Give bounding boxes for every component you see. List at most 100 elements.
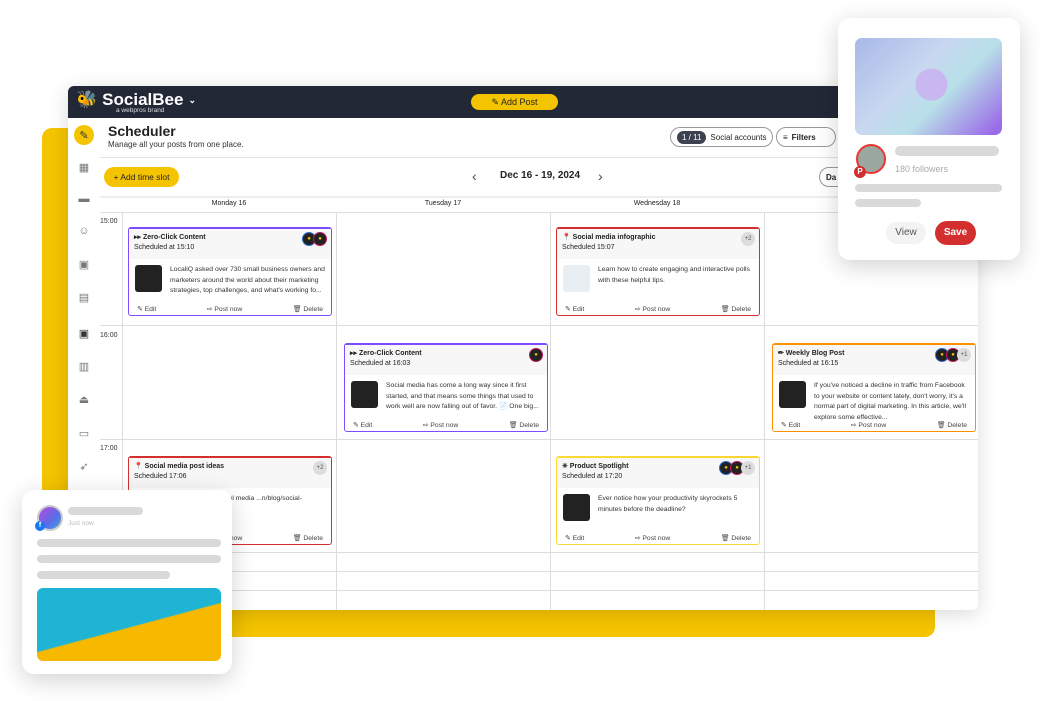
bee-icon: 🐝 [76,90,98,109]
facebook-icon: f [35,521,45,531]
social-accounts-button[interactable]: 1 / 11 Social accounts [670,127,774,147]
next-week-button[interactable]: › [598,168,603,184]
post-category: ✏ Weekly Blog Post [778,350,845,357]
post-category: ✳ Product Spotlight [562,463,629,470]
grid-line [100,439,978,440]
dashboard-icon[interactable]: ▦ [78,161,90,174]
save-button[interactable]: Save [935,221,976,245]
post-text: Social media has come a long way since i… [386,382,539,411]
edit-button[interactable]: ✎ Edit [137,306,157,313]
pinterest-preview-card: P 180 followers View Save [838,18,1020,260]
grid-line [550,212,551,610]
post-text: If you've noticed a decline in traffic f… [814,382,967,421]
add-post-button[interactable]: ✎ Add Post [471,94,558,110]
folder-icon[interactable]: ▬ [78,193,90,205]
brand-subtitle: a webpros brand [116,107,165,114]
post-time: Just now [68,520,94,527]
arrow-right-icon: ⇨ [634,306,643,313]
edit-icon[interactable]: ✎ [74,125,94,145]
post-now-button[interactable]: ⇨ Post now [422,422,459,429]
post-card[interactable]: ▸▸ Zero-Click Content Scheduled at 15:10… [128,227,332,316]
app-window: 🐝 SocialBee ⌄ a webpros brand ✎ Add Post ✎… [68,86,978,610]
post-scheduled-time: Scheduled 17:06 [134,473,187,480]
divider [100,196,978,198]
owl-icon[interactable]: ☺ [78,225,90,237]
post-now-button[interactable]: ⇨ Post now [634,535,671,542]
post-card[interactable]: ✳ Product Spotlight Scheduled at 17:20 ●… [556,456,760,545]
post-card[interactable]: ▸▸ Zero-Click Content Scheduled at 16:03… [344,343,548,432]
more-accounts-badge: +2 [741,232,755,246]
edit-button[interactable]: ✎ Edit [353,422,373,429]
top-bar: 🐝 SocialBee ⌄ a webpros brand ✎ Add Post [68,86,978,118]
brand-logo[interactable]: 🐝 SocialBee ⌄ [76,90,196,109]
filters-button[interactable]: ≡ Filters [776,127,836,147]
post-image [37,588,221,661]
pencil-icon: ✎ [353,422,361,429]
post-card[interactable]: 📍 Social media post ideas Scheduled 17:0… [128,456,332,545]
delete-button[interactable]: 🗑 Delete [720,306,751,313]
more-accounts-badge: +1 [741,461,755,475]
page-subtitle: Manage all your posts from one place. [108,140,244,149]
bucket-icon[interactable]: ⏏ [78,393,90,406]
account-avatars: ● ● +1 [719,461,755,475]
post-category: 📍 Social media post ideas [134,463,225,470]
post-text: LocaliQ asked over 730 small business ow… [170,266,325,295]
more-accounts-badge: +1 [957,348,971,362]
avatar [856,144,886,174]
date-range: Dec 16 - 19, 2024 [500,170,581,181]
post-text: Ever notice how your productivity skyroc… [598,495,738,513]
edit-button[interactable]: ✎ Edit [781,422,801,429]
post-card[interactable]: ✏ Weekly Blog Post Scheduled at 16:15 ● ●… [772,343,976,432]
delete-button[interactable]: 🗑 Delete [508,422,539,429]
pencil-icon: ✎ [565,535,573,542]
account-avatars: +2 [741,232,755,246]
grid-line [100,552,978,553]
prev-week-button[interactable]: ‹ [472,168,477,184]
plus-icon: + [113,172,121,182]
edit-button[interactable]: ✎ Edit [565,535,585,542]
post-now-button[interactable]: ⇨ Post now [850,422,887,429]
divider [100,157,978,158]
post-scheduled-time: Scheduled at 16:03 [350,360,411,367]
chat-icon[interactable]: ▭ [78,427,90,440]
followers-count: 180 followers [895,164,949,174]
post-thumbnail [563,494,590,521]
post-text: Learn how to create engaging and interac… [598,266,750,284]
instagram-account-avatar: ● [313,232,327,246]
arrow-right-icon: ⇨ [634,535,643,542]
grid-line [100,212,978,213]
post-thumbnail [563,265,590,292]
pencil-icon: ✎ [565,306,573,313]
post-card[interactable]: 📍 Social media infographic Scheduled 15:… [556,227,760,316]
pinterest-icon: P [854,166,866,178]
rocket-icon[interactable]: ➶ [79,460,89,473]
trash-icon: 🗑 [720,306,732,313]
account-avatars: ● ● [302,232,327,246]
edit-button[interactable]: ✎ Edit [565,306,585,313]
calendar-icon[interactable]: ▤ [78,291,90,304]
calendar-edit-icon[interactable]: ▣ [78,258,90,271]
delete-button[interactable]: 🗑 Delete [292,306,323,313]
add-time-slot-button[interactable]: + Add time slot [104,167,179,187]
delete-button[interactable]: 🗑 Delete [720,535,751,542]
calendar-day-icon[interactable]: ▣ [78,327,90,340]
post-category: 📍 Social media infographic [562,234,656,241]
post-scheduled-time: Scheduled at 15:10 [134,244,195,251]
post-thumbnail [351,381,378,408]
day-header-wednesday: Wednesday 18 [633,200,681,207]
post-image [855,38,1002,135]
delete-button[interactable]: 🗑 Delete [292,535,323,542]
view-button[interactable]: View [886,222,926,244]
avatar [37,505,63,531]
post-now-button[interactable]: ⇨ Post now [634,306,671,313]
page-title: Scheduler [108,123,176,139]
grid-line [122,212,123,610]
chart-icon[interactable]: ▥ [78,360,90,373]
day-header-tuesday: Tuesday 17 [424,200,462,207]
chevron-down-icon: ⌄ [188,94,196,105]
delete-button[interactable]: 🗑 Delete [936,422,967,429]
post-now-button[interactable]: ⇨ Post now [206,306,243,313]
facebook-preview-card: f Just now [22,490,232,674]
trash-icon: 🗑 [508,422,520,429]
arrow-right-icon: ⇨ [850,422,859,429]
